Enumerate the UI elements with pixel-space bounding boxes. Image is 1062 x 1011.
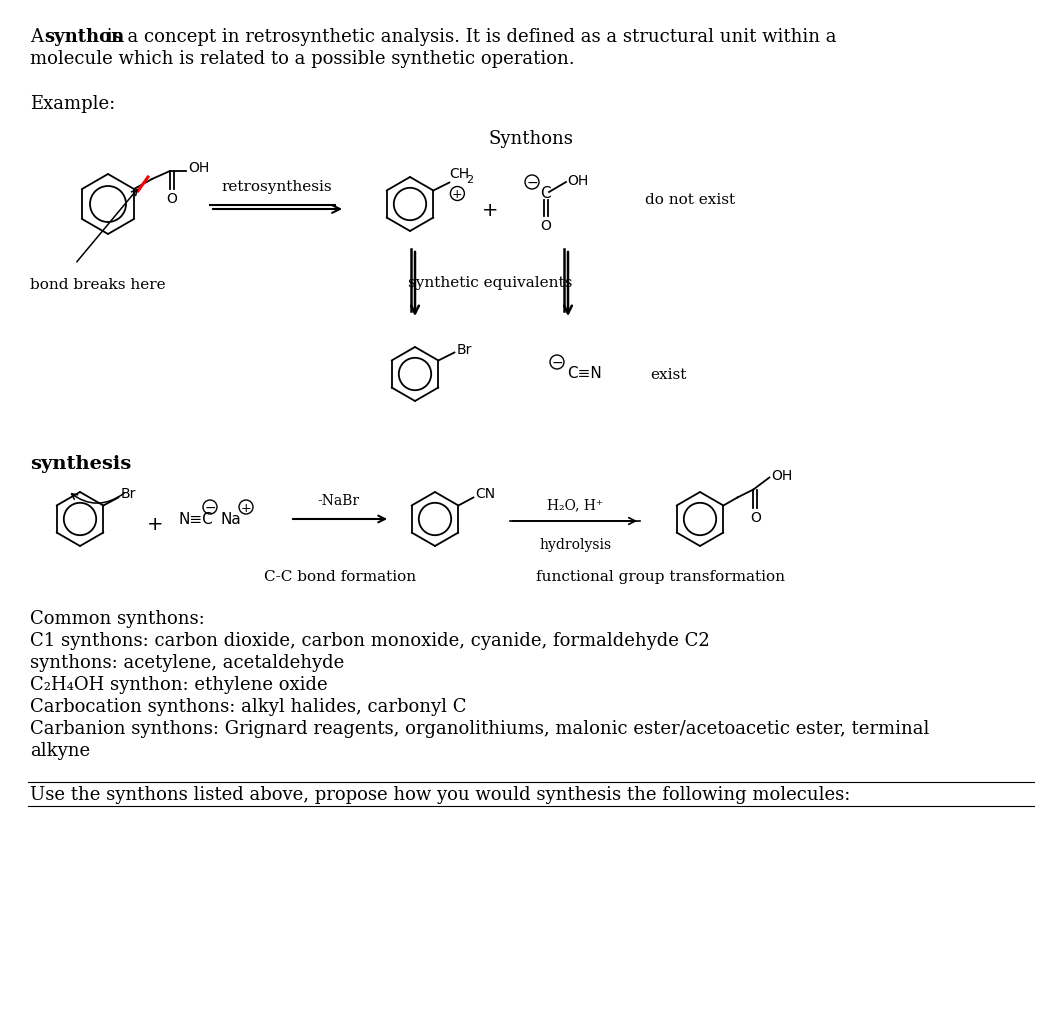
Text: synthetic equivalents: synthetic equivalents <box>408 276 572 290</box>
Text: Example:: Example: <box>30 95 116 113</box>
Text: synthesis: synthesis <box>30 455 132 472</box>
Text: Use the synthons listed above, propose how you would synthesis the following mol: Use the synthons listed above, propose h… <box>30 786 851 803</box>
Text: Carbocation synthons: alkyl halides, carbonyl C: Carbocation synthons: alkyl halides, car… <box>30 698 466 716</box>
Text: +: + <box>482 200 498 219</box>
Text: H₂O, H⁺: H₂O, H⁺ <box>547 497 603 512</box>
Text: synthons: acetylene, acetaldehyde: synthons: acetylene, acetaldehyde <box>30 653 344 671</box>
Text: functional group transformation: functional group transformation <box>535 569 785 583</box>
Text: O: O <box>541 218 551 233</box>
Text: −: − <box>526 176 537 190</box>
Text: +: + <box>147 515 164 534</box>
Text: C≡N: C≡N <box>567 365 602 380</box>
Text: is a concept in retrosynthetic analysis. It is defined as a structural unit with: is a concept in retrosynthetic analysis.… <box>101 28 837 45</box>
Text: −: − <box>204 500 216 515</box>
Text: Carbanion synthons: Grignard reagents, organolithiums, malonic ester/acetoacetic: Carbanion synthons: Grignard reagents, o… <box>30 719 929 737</box>
Text: exist: exist <box>650 368 686 381</box>
Text: molecule which is related to a possible synthetic operation.: molecule which is related to a possible … <box>30 50 575 68</box>
Text: CN: CN <box>476 487 496 501</box>
Text: Br: Br <box>457 342 472 356</box>
Text: alkyne: alkyne <box>30 741 90 759</box>
Text: -NaBr: -NaBr <box>316 493 359 508</box>
Text: O: O <box>750 510 760 524</box>
Text: OH: OH <box>567 174 588 188</box>
Text: Br: Br <box>120 487 136 501</box>
Text: hydrolysis: hydrolysis <box>538 538 611 551</box>
Text: A: A <box>30 28 49 45</box>
Text: −: − <box>551 356 563 370</box>
Text: C: C <box>539 185 550 200</box>
Text: Common synthons:: Common synthons: <box>30 610 205 628</box>
Text: synthon: synthon <box>44 28 124 45</box>
Text: do not exist: do not exist <box>645 193 735 207</box>
Text: OH: OH <box>771 469 792 483</box>
Text: N≡C: N≡C <box>178 512 212 527</box>
Text: C1 synthons: carbon dioxide, carbon monoxide, cyanide, formaldehyde C2: C1 synthons: carbon dioxide, carbon mono… <box>30 632 709 649</box>
Text: Synthons: Synthons <box>489 129 573 148</box>
Text: O: O <box>167 192 177 206</box>
Text: C-C bond formation: C-C bond formation <box>264 569 416 583</box>
Text: CH: CH <box>449 167 469 180</box>
Text: C₂H₄OH synthon: ethylene oxide: C₂H₄OH synthon: ethylene oxide <box>30 675 327 694</box>
Text: retrosynthesis: retrosynthesis <box>222 180 332 194</box>
Text: Na: Na <box>220 512 241 527</box>
Text: bond breaks here: bond breaks here <box>30 278 166 292</box>
Text: 2: 2 <box>466 174 474 184</box>
Text: +: + <box>241 501 252 514</box>
Text: +: + <box>452 188 463 201</box>
Text: OH: OH <box>188 161 209 175</box>
